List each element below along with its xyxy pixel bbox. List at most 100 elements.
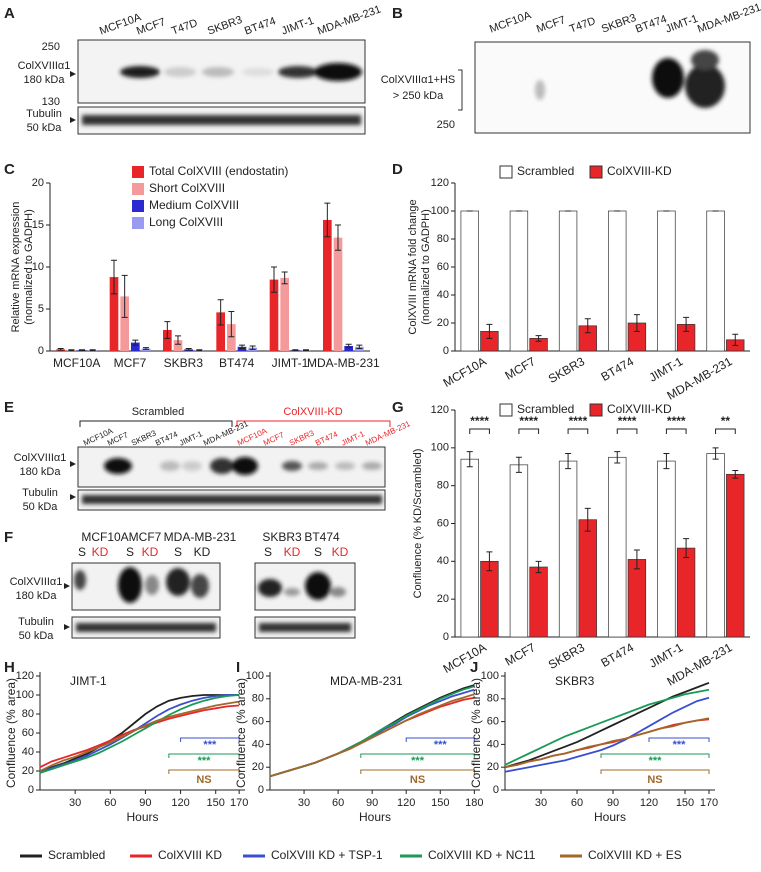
cell-label: SKBR3 bbox=[262, 530, 302, 544]
panel-letter: F bbox=[4, 529, 13, 546]
y-tick-label: 80 bbox=[487, 693, 499, 705]
significance: **** bbox=[618, 414, 637, 428]
bar bbox=[269, 279, 279, 351]
error-bar bbox=[239, 344, 245, 349]
error-bar bbox=[732, 333, 739, 346]
x-tick-label: 150 bbox=[207, 797, 225, 809]
error-bar bbox=[535, 560, 542, 574]
bar bbox=[460, 210, 479, 352]
series-line bbox=[504, 717, 710, 769]
x-tick-label: 150 bbox=[676, 797, 694, 809]
y-tick-label: 0 bbox=[493, 784, 499, 796]
blot-a bbox=[70, 39, 366, 135]
y-tick-label: 20 bbox=[437, 593, 449, 605]
legend-label: Long ColXVIII bbox=[149, 215, 223, 229]
protein-size: 180 kDa bbox=[16, 590, 58, 602]
significance: *** bbox=[434, 739, 448, 751]
y-tick-label: 100 bbox=[16, 689, 34, 701]
loading-label: Tubulin bbox=[26, 108, 62, 120]
y-tick-label: 120 bbox=[431, 177, 449, 189]
lane-label: SKBR3 bbox=[600, 12, 638, 36]
lane-label: MDA-MB-231 bbox=[696, 1, 761, 35]
y-tick-label: 100 bbox=[431, 442, 449, 454]
legend-label: ColXVIII-KD bbox=[607, 164, 672, 178]
y-tick-label: 60 bbox=[437, 261, 449, 273]
cell-label: MDA-MB-231 bbox=[164, 530, 237, 544]
x-tick-label: MCF7 bbox=[503, 354, 539, 383]
lane-label: SKBR3 bbox=[206, 14, 244, 38]
x-axis-label: Hours bbox=[126, 810, 158, 824]
y-tick-label: 80 bbox=[252, 693, 264, 705]
significance: *** bbox=[649, 755, 663, 767]
significance: **** bbox=[519, 414, 538, 428]
series-line bbox=[269, 688, 475, 778]
y-tick-label: 0 bbox=[443, 631, 449, 643]
significance: **** bbox=[667, 414, 686, 428]
y-tick-label: 5 bbox=[38, 303, 44, 315]
legend-swatch bbox=[589, 165, 603, 179]
chart-title: SKBR3 bbox=[555, 674, 595, 688]
error-bar bbox=[68, 349, 75, 352]
legend-label: Scrambled bbox=[517, 164, 574, 178]
loading-size: 50 kDa bbox=[19, 630, 55, 642]
x-tick-label: 180 bbox=[465, 797, 483, 809]
y-axis-label: Confluence (% area) bbox=[469, 678, 483, 788]
series-line bbox=[269, 693, 475, 778]
x-tick-label: JIMT-1 bbox=[647, 354, 686, 385]
bar bbox=[280, 277, 289, 351]
bar bbox=[344, 345, 353, 351]
error-bar bbox=[335, 224, 341, 251]
lane-label: KD bbox=[284, 545, 301, 559]
error-bar bbox=[89, 349, 96, 352]
bar bbox=[578, 519, 597, 638]
protein-size: 180 kDa bbox=[24, 74, 66, 86]
series-line bbox=[504, 696, 710, 773]
blot-b bbox=[458, 41, 751, 134]
y-tick-label: 20 bbox=[22, 765, 34, 777]
bar bbox=[227, 324, 236, 351]
significance: NS bbox=[410, 774, 425, 786]
legend-label: ColXVIII KD + NC11 bbox=[428, 848, 536, 862]
x-tick-label: MCF10A bbox=[441, 354, 489, 390]
panel-letter: G bbox=[392, 399, 404, 416]
y-axis-label: Confluence (% area) bbox=[4, 678, 18, 788]
sig-bracket bbox=[665, 428, 687, 434]
significance: **** bbox=[569, 414, 588, 428]
bar bbox=[509, 464, 529, 638]
bracket bbox=[79, 420, 233, 427]
series-line bbox=[39, 700, 240, 772]
significance: *** bbox=[198, 755, 212, 767]
legend-label: ColXVIII KD bbox=[158, 848, 222, 862]
error-bar bbox=[535, 335, 542, 342]
y-axis-label: Confluence (% KD/Scrambled) bbox=[412, 449, 424, 599]
legend-swatch bbox=[132, 200, 144, 212]
blot-e bbox=[70, 446, 386, 511]
error-bar bbox=[565, 453, 572, 470]
significance: *** bbox=[411, 755, 425, 767]
sig-bracket bbox=[600, 769, 710, 774]
error-bar bbox=[217, 299, 224, 326]
legend-label: Scrambled bbox=[517, 402, 574, 416]
x-tick-label: JIMT-1 bbox=[272, 356, 309, 370]
sig-bracket bbox=[567, 428, 589, 434]
x-tick-label: 120 bbox=[171, 797, 189, 809]
loading-size: 50 kDa bbox=[23, 501, 59, 513]
x-tick-label: 90 bbox=[139, 797, 151, 809]
legend-label: Medium ColXVIII bbox=[149, 198, 239, 212]
y-tick-label: 100 bbox=[246, 670, 264, 682]
y-tick-label: 80 bbox=[22, 708, 34, 720]
y-axis-label: (normalized to GADPH) bbox=[420, 209, 432, 325]
chart-title: JIMT-1 bbox=[70, 674, 107, 688]
y-axis-label: ColXVIII mRNA fold change bbox=[407, 199, 419, 334]
lane-label: JIMT-1 bbox=[178, 429, 204, 448]
error-bar bbox=[164, 321, 171, 339]
sig-bracket bbox=[518, 428, 540, 434]
x-axis-label: Hours bbox=[359, 810, 391, 824]
sig-bracket bbox=[715, 428, 736, 434]
y-tick-label: 120 bbox=[16, 670, 34, 682]
panel-letter: E bbox=[4, 399, 14, 416]
error-bar bbox=[79, 349, 85, 352]
x-tick-label: 30 bbox=[298, 797, 310, 809]
protein-label: ColXVIIIα1+HS bbox=[381, 74, 456, 86]
legend-label: ColXVIII KD + ES bbox=[588, 848, 682, 862]
